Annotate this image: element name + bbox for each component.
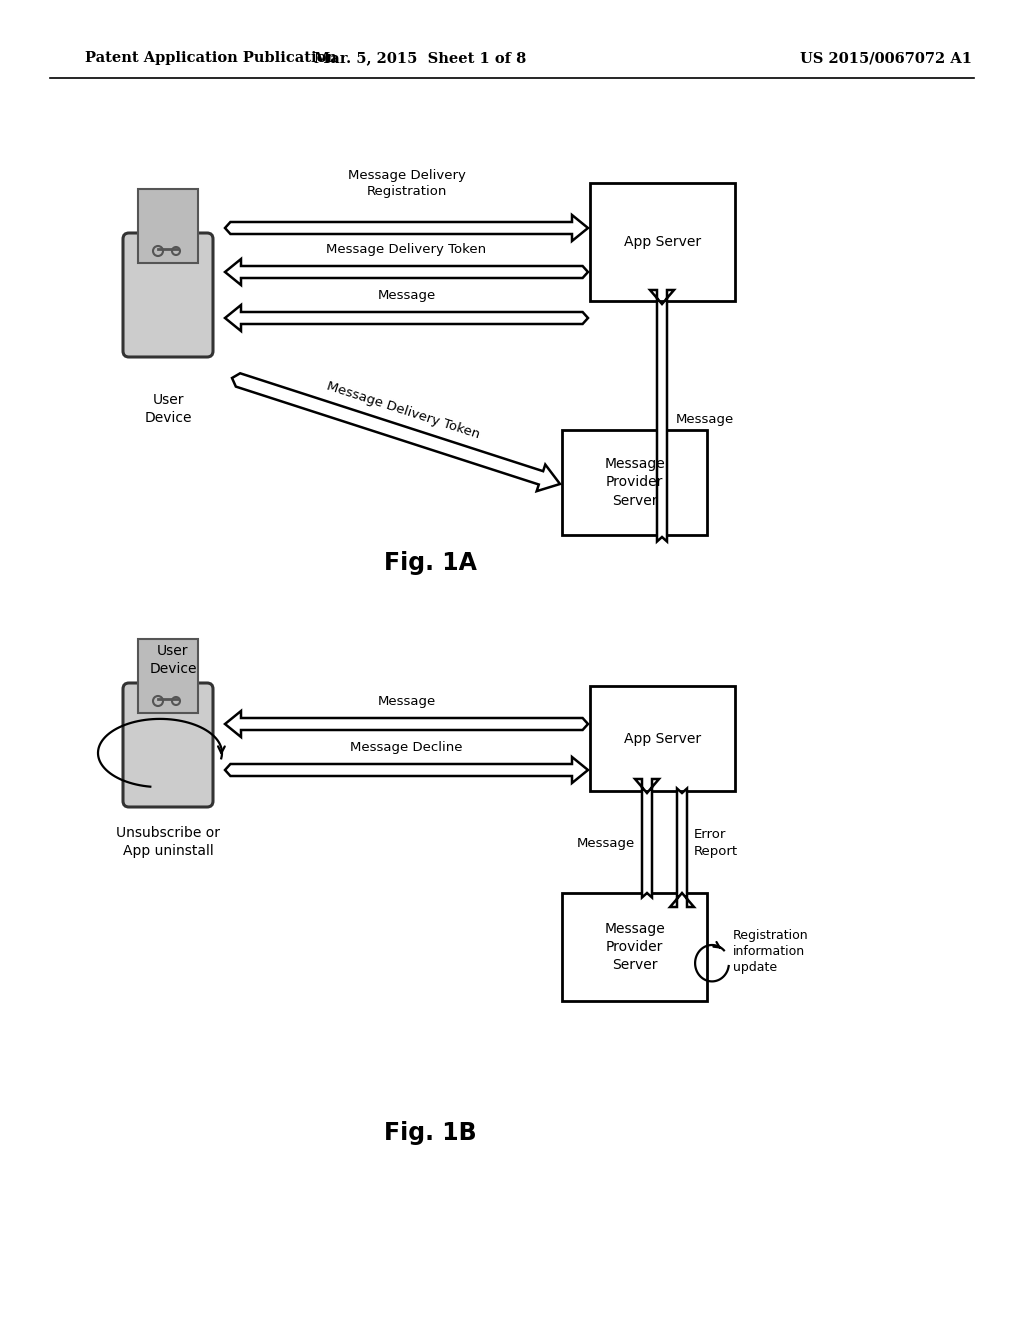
Bar [138, 639, 198, 713]
Text: User
Device: User Device [144, 393, 191, 425]
Text: Fig. 1A: Fig. 1A [384, 550, 476, 576]
Text: App Server: App Server [624, 235, 701, 249]
Text: Patent Application Publication: Patent Application Publication [85, 51, 337, 65]
Text: Unsubscribe or
App uninstall: Unsubscribe or App uninstall [116, 826, 220, 858]
Text: Message Delivery
Registration: Message Delivery Registration [347, 169, 466, 198]
Text: Message
Provider
Server: Message Provider Server [604, 457, 665, 508]
Bar [562, 894, 707, 1001]
Bar [138, 189, 198, 263]
Polygon shape [650, 290, 674, 541]
Polygon shape [232, 374, 560, 491]
Text: Message: Message [577, 837, 635, 850]
Bar [562, 430, 707, 535]
Polygon shape [225, 305, 588, 331]
Bar [590, 686, 735, 791]
Text: Mar. 5, 2015  Sheet 1 of 8: Mar. 5, 2015 Sheet 1 of 8 [314, 51, 526, 65]
FancyBboxPatch shape [123, 234, 213, 356]
Text: App Server: App Server [624, 731, 701, 746]
FancyBboxPatch shape [123, 682, 213, 807]
Polygon shape [225, 711, 588, 737]
Polygon shape [635, 779, 659, 898]
Text: User
Device: User Device [150, 644, 197, 676]
Bar [590, 183, 735, 301]
Text: Message: Message [378, 696, 435, 708]
Text: Message Delivery Token: Message Delivery Token [325, 379, 481, 441]
Text: Message
Provider
Server: Message Provider Server [604, 921, 665, 973]
Text: Message Delivery Token: Message Delivery Token [327, 243, 486, 256]
Text: Error
Report: Error Report [694, 829, 738, 858]
Text: Fig. 1B: Fig. 1B [384, 1121, 476, 1144]
Polygon shape [225, 215, 588, 242]
Text: Message: Message [676, 413, 734, 426]
Text: Message: Message [378, 289, 435, 302]
Polygon shape [225, 756, 588, 783]
Text: Message Decline: Message Decline [350, 741, 463, 754]
Polygon shape [225, 259, 588, 285]
Text: US 2015/0067072 A1: US 2015/0067072 A1 [800, 51, 972, 65]
Polygon shape [670, 788, 694, 907]
Text: Registration
information
update: Registration information update [733, 929, 808, 974]
